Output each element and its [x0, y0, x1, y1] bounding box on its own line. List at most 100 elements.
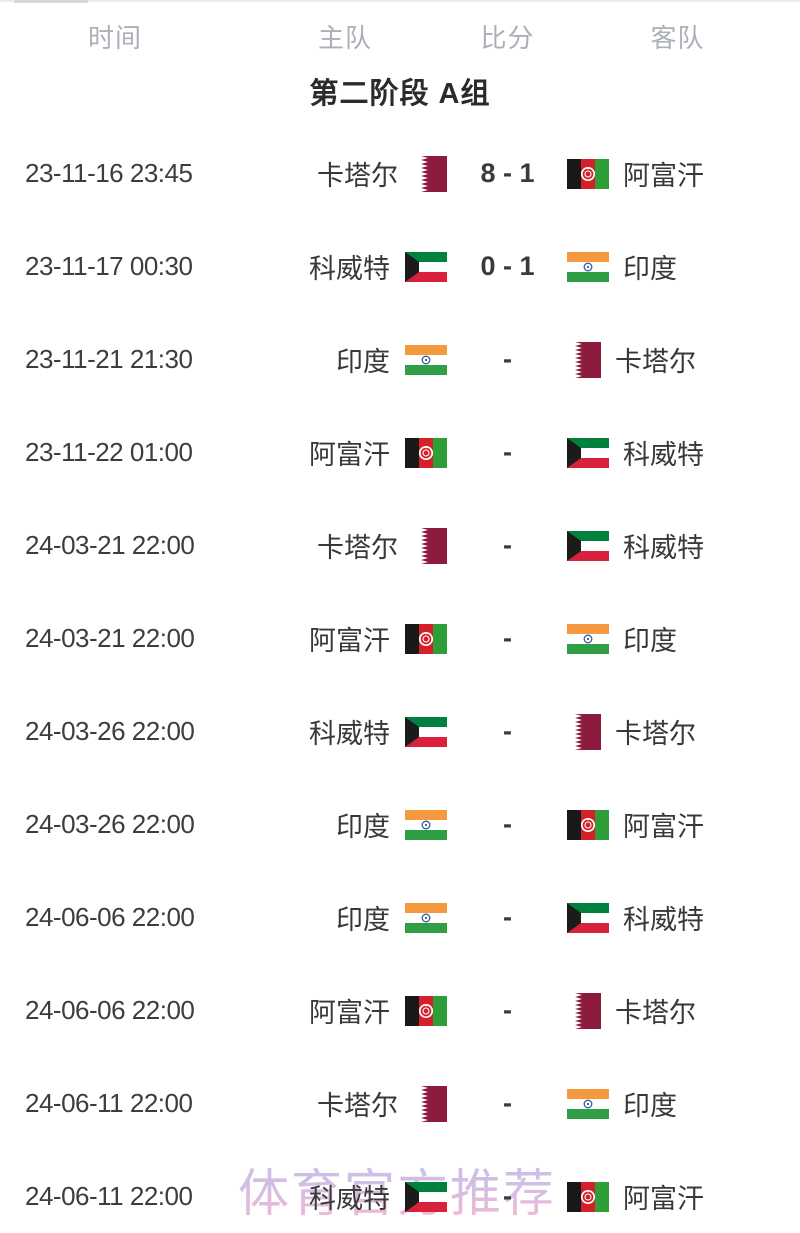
column-header-score: 比分 — [480, 22, 535, 53]
match-score: - — [503, 809, 512, 839]
flag-icon-afghanistan — [405, 995, 447, 1026]
match-time: 23-11-17 00:30 — [25, 251, 193, 281]
away-team-name: 阿富汗 — [623, 812, 704, 842]
away-team-name: 科威特 — [623, 905, 704, 935]
match-score: - — [503, 716, 512, 746]
home-team-cell: 印度 — [230, 898, 460, 937]
away-team-name: 阿富汗 — [623, 161, 704, 191]
away-team-cell: 印度 — [555, 247, 800, 286]
match-time: 23-11-16 23:45 — [25, 158, 193, 188]
away-team-name: 阿富汗 — [623, 1184, 704, 1214]
away-team-cell: 科威特 — [555, 433, 800, 472]
away-team-cell: 阿富汗 — [555, 154, 800, 193]
away-team-cell: 卡塔尔 — [555, 991, 800, 1030]
home-team-name: 科威特 — [309, 254, 390, 284]
home-team-cell: 印度 — [230, 340, 460, 379]
top-divider — [0, 0, 800, 2]
away-team-name: 印度 — [623, 254, 677, 284]
match-row[interactable]: 23-11-17 00:30 科威特 0 - 1 印度 — [0, 220, 800, 313]
flag-icon-qatar — [567, 341, 601, 378]
away-team-cell: 印度 — [555, 619, 800, 658]
home-team-name: 印度 — [336, 905, 390, 935]
home-team-cell: 卡塔尔 — [230, 154, 460, 193]
match-row[interactable]: 23-11-22 01:00 阿富汗 - 科威特 — [0, 406, 800, 499]
match-time: 24-06-11 22:00 — [25, 1181, 193, 1211]
flag-icon-qatar — [413, 1085, 447, 1122]
match-score: - — [503, 1088, 512, 1118]
match-list: 23-11-16 23:45 卡塔尔 8 - 1 阿富汗 23-11-17 00… — [0, 112, 800, 1233]
home-team-name: 科威特 — [309, 719, 390, 749]
match-row[interactable]: 24-03-26 22:00 科威特 - 卡塔尔 — [0, 685, 800, 778]
match-row[interactable]: 23-11-16 23:45 卡塔尔 8 - 1 阿富汗 — [0, 127, 800, 220]
home-team-cell: 卡塔尔 — [230, 526, 460, 565]
away-team-cell: 卡塔尔 — [555, 340, 800, 379]
match-time: 24-03-21 22:00 — [25, 530, 195, 560]
flag-icon-india — [567, 623, 609, 654]
match-score: - — [503, 1181, 512, 1211]
match-time: 24-03-21 22:00 — [25, 623, 195, 653]
flag-icon-kuwait — [567, 437, 609, 468]
flag-icon-kuwait — [405, 716, 447, 747]
column-header-away: 客队 — [650, 22, 705, 53]
flag-icon-afghanistan — [567, 158, 609, 189]
home-team-name: 科威特 — [309, 1184, 390, 1214]
flag-icon-india — [405, 809, 447, 840]
stage-title: 第二阶段 A组 — [309, 78, 491, 110]
flag-icon-india — [405, 902, 447, 933]
home-team-name: 阿富汗 — [309, 440, 390, 470]
away-team-cell: 科威特 — [555, 898, 800, 937]
column-header-home: 主队 — [317, 22, 372, 53]
flag-icon-qatar — [567, 992, 601, 1029]
home-team-name: 卡塔尔 — [317, 533, 398, 563]
match-row[interactable]: 24-06-11 22:00 卡塔尔 - 印度 — [0, 1057, 800, 1150]
away-team-cell: 印度 — [555, 1084, 800, 1123]
flag-icon-afghanistan — [405, 623, 447, 654]
match-score: - — [503, 437, 512, 467]
away-team-cell: 阿富汗 — [555, 1177, 800, 1216]
flag-icon-kuwait — [405, 251, 447, 282]
away-team-cell: 阿富汗 — [555, 805, 800, 844]
match-time: 24-03-26 22:00 — [25, 809, 195, 839]
away-team-name: 卡塔尔 — [615, 347, 696, 377]
match-time: 24-06-06 22:00 — [25, 995, 195, 1025]
flag-icon-kuwait — [567, 902, 609, 933]
flag-icon-qatar — [413, 527, 447, 564]
flag-icon-india — [405, 344, 447, 375]
match-row[interactable]: 24-03-21 22:00 卡塔尔 - 科威特 — [0, 499, 800, 592]
match-row[interactable]: 24-06-06 22:00 印度 - 科威特 — [0, 871, 800, 964]
away-team-name: 印度 — [623, 1091, 677, 1121]
match-row[interactable]: 24-03-26 22:00 印度 - 阿富汗 — [0, 778, 800, 871]
home-team-name: 阿富汗 — [309, 998, 390, 1028]
flag-icon-qatar — [567, 713, 601, 750]
away-team-cell: 科威特 — [555, 526, 800, 565]
match-row[interactable]: 24-06-11 22:00 科威特 - 阿富汗 — [0, 1150, 800, 1233]
match-score: - — [503, 902, 512, 932]
flag-icon-afghanistan — [567, 809, 609, 840]
match-time: 24-06-11 22:00 — [25, 1088, 193, 1118]
match-score: 8 - 1 — [480, 158, 535, 188]
away-team-name: 卡塔尔 — [615, 998, 696, 1028]
match-row[interactable]: 23-11-21 21:30 印度 - 卡塔尔 — [0, 313, 800, 406]
top-divider-segment — [14, 0, 88, 3]
match-time: 23-11-21 21:30 — [25, 344, 193, 374]
flag-icon-kuwait — [567, 530, 609, 561]
table-header: 时间 主队 比分 客队 — [0, 2, 800, 70]
flag-icon-afghanistan — [405, 437, 447, 468]
flag-icon-afghanistan — [567, 1181, 609, 1212]
match-row[interactable]: 24-06-06 22:00 阿富汗 - 卡塔尔 — [0, 964, 800, 1057]
home-team-name: 卡塔尔 — [317, 1091, 398, 1121]
home-team-cell: 阿富汗 — [230, 619, 460, 658]
column-header-time: 时间 — [87, 22, 142, 53]
away-team-name: 卡塔尔 — [615, 719, 696, 749]
away-team-name: 科威特 — [623, 440, 704, 470]
match-row[interactable]: 24-03-21 22:00 阿富汗 - 印度 — [0, 592, 800, 685]
match-time: 24-03-26 22:00 — [25, 716, 195, 746]
flag-icon-qatar — [413, 155, 447, 192]
match-score: - — [503, 530, 512, 560]
home-team-name: 阿富汗 — [309, 626, 390, 656]
home-team-cell: 科威特 — [230, 712, 460, 751]
match-score: - — [503, 623, 512, 653]
home-team-cell: 阿富汗 — [230, 991, 460, 1030]
match-score: - — [503, 995, 512, 1025]
away-team-cell: 卡塔尔 — [555, 712, 800, 751]
